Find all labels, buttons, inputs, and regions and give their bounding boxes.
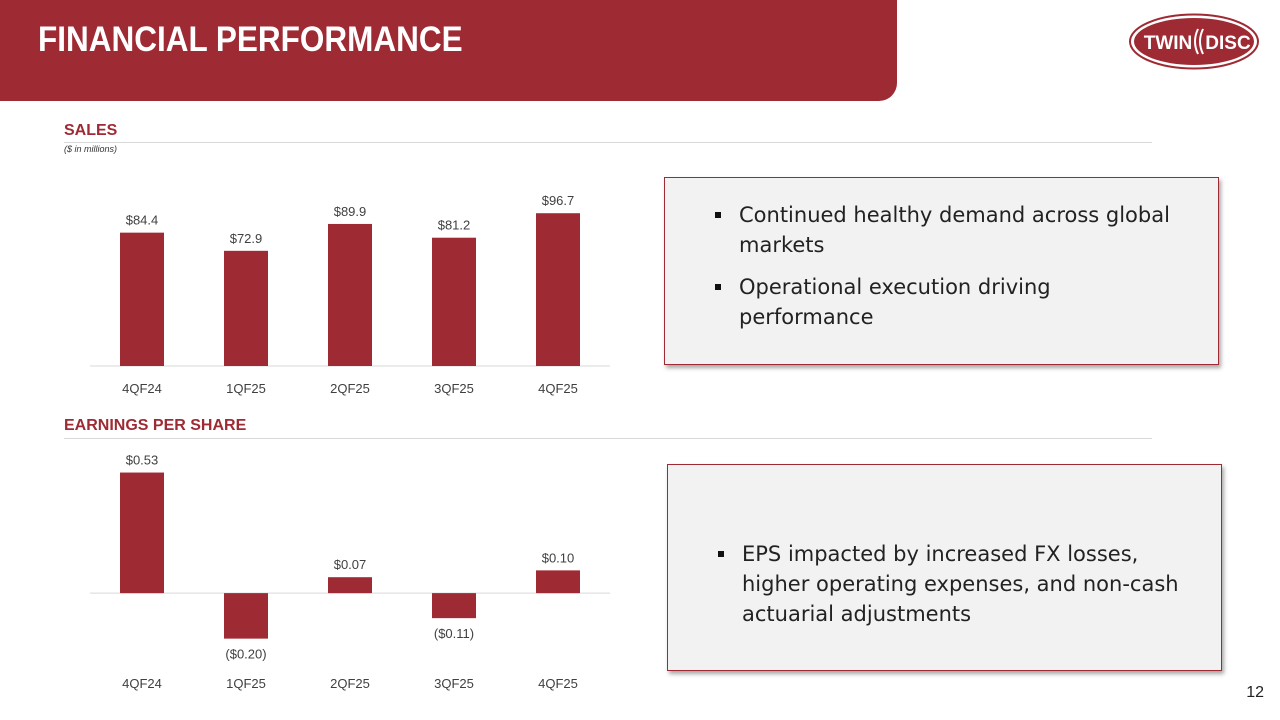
eps-bar-chart: $0.53 4QF24 ($0.20) 1QF25 $0.07 2QF25 ($0.11) 3… bbox=[90, 453, 610, 691]
data-label: ($0.20) bbox=[225, 647, 266, 662]
sales-bullet-item: Continued healthy demand across global m… bbox=[707, 200, 1178, 260]
x-tick-label: 1QF25 bbox=[226, 676, 266, 691]
page-number: 12 bbox=[1246, 684, 1264, 701]
data-label: $0.10 bbox=[542, 550, 575, 565]
bar-4QF25 bbox=[536, 213, 580, 366]
sales-section-rule bbox=[64, 142, 1152, 143]
data-label: $0.53 bbox=[126, 453, 159, 468]
data-label: $89.9 bbox=[334, 204, 367, 219]
eps-section-rule bbox=[64, 438, 1152, 439]
eps-callout: EPS impacted by increased FX losses, hig… bbox=[667, 464, 1222, 671]
x-tick-label: 1QF25 bbox=[226, 381, 266, 396]
data-label: $81.2 bbox=[438, 218, 471, 233]
bar-4QF24 bbox=[120, 232, 164, 366]
sales-section-title: SALES bbox=[64, 122, 118, 139]
data-label: $0.07 bbox=[334, 557, 367, 572]
x-tick-label: 3QF25 bbox=[434, 676, 474, 691]
x-tick-label: 2QF25 bbox=[330, 676, 370, 691]
bar-1QF25 bbox=[224, 250, 268, 366]
sales-bullet-text: Continued healthy demand across global m… bbox=[739, 203, 1170, 257]
logo-text-right: DISC bbox=[1205, 33, 1251, 54]
x-tick-label: 4QF24 bbox=[122, 381, 162, 396]
bar-4QF25 bbox=[536, 570, 580, 594]
twin-disc-logo: TWIN DISC bbox=[1129, 13, 1259, 70]
bar-2QF25 bbox=[328, 577, 372, 594]
data-label: $72.9 bbox=[230, 231, 263, 246]
sales-bullet-item: Operational execution driving performanc… bbox=[707, 272, 1178, 332]
data-label: $96.7 bbox=[542, 193, 575, 208]
bar-4QF24 bbox=[120, 472, 164, 594]
bar-3QF25 bbox=[432, 237, 476, 366]
bullet-icon bbox=[715, 212, 721, 218]
sales-section-subtitle: ($ in millions) bbox=[64, 144, 118, 154]
header-band bbox=[0, 0, 897, 101]
bullet-icon bbox=[718, 551, 724, 557]
sales-bar-chart: $84.4 4QF24 $72.9 1QF25 $89.9 2QF25 $81.2 3QF25… bbox=[90, 193, 610, 396]
eps-bullet-text: EPS impacted by increased FX losses, hig… bbox=[742, 542, 1179, 626]
eps-bullet-item: EPS impacted by increased FX losses, hig… bbox=[710, 539, 1181, 629]
bar-2QF25 bbox=[328, 223, 372, 366]
sales-bullet-text: Operational execution driving performanc… bbox=[739, 275, 1051, 329]
data-label: ($0.11) bbox=[434, 626, 474, 641]
x-tick-label: 3QF25 bbox=[434, 381, 474, 396]
sales-callout: Continued healthy demand across global m… bbox=[664, 177, 1219, 365]
logo-text-left: TWIN bbox=[1144, 33, 1193, 54]
x-tick-label: 2QF25 bbox=[330, 381, 370, 396]
x-tick-label: 4QF25 bbox=[538, 676, 578, 691]
page-title: FINANCIAL PERFORMANCE bbox=[38, 20, 463, 59]
bullet-icon bbox=[715, 284, 721, 290]
x-tick-label: 4QF24 bbox=[122, 676, 162, 691]
bar-1QF25 bbox=[224, 593, 268, 639]
data-label: $84.4 bbox=[126, 213, 159, 228]
x-tick-label: 4QF25 bbox=[538, 381, 578, 396]
bar-3QF25 bbox=[432, 593, 476, 619]
eps-section-title: EARNINGS PER SHARE bbox=[64, 417, 247, 434]
